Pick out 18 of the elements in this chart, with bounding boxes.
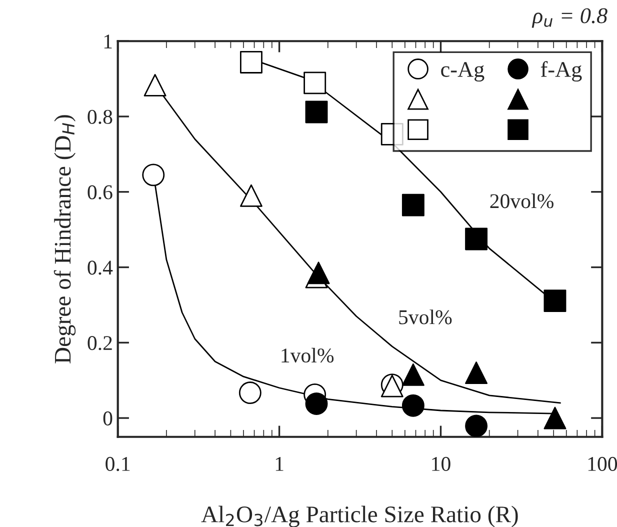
- series-label: 5vol%: [399, 310, 452, 324]
- legend-label: c-Ag: [441, 62, 484, 82]
- x-tick-label: 1: [276, 457, 284, 471]
- y-tick-label: 0.4: [88, 260, 113, 275]
- text: ρ$_{u}$ = 0.8: [532, 8, 608, 28]
- x-axis-title: Al$_{2}$O$_{3}$/Ag Particle Size Ratio (R): [201, 506, 518, 527]
- y-tick-label: 1: [104, 34, 112, 48]
- y-tick-label: 0: [103, 411, 112, 426]
- x-tick-label: 10: [432, 456, 450, 471]
- series-label: 20vol%: [490, 194, 554, 208]
- y-tick-label: 0.8: [88, 110, 112, 124]
- x-tick-label: 0.1: [106, 456, 130, 472]
- y-axis-title: Degree of Hindrance (D$_{H}$): [54, 115, 76, 364]
- x-tick-label: 100: [588, 456, 617, 471]
- series-label: 1vol%: [282, 348, 334, 363]
- legend-label: f-Ag: [540, 61, 582, 82]
- y-tick-label: 0.6: [88, 185, 112, 200]
- y-tick-label: 0.2: [88, 336, 112, 350]
